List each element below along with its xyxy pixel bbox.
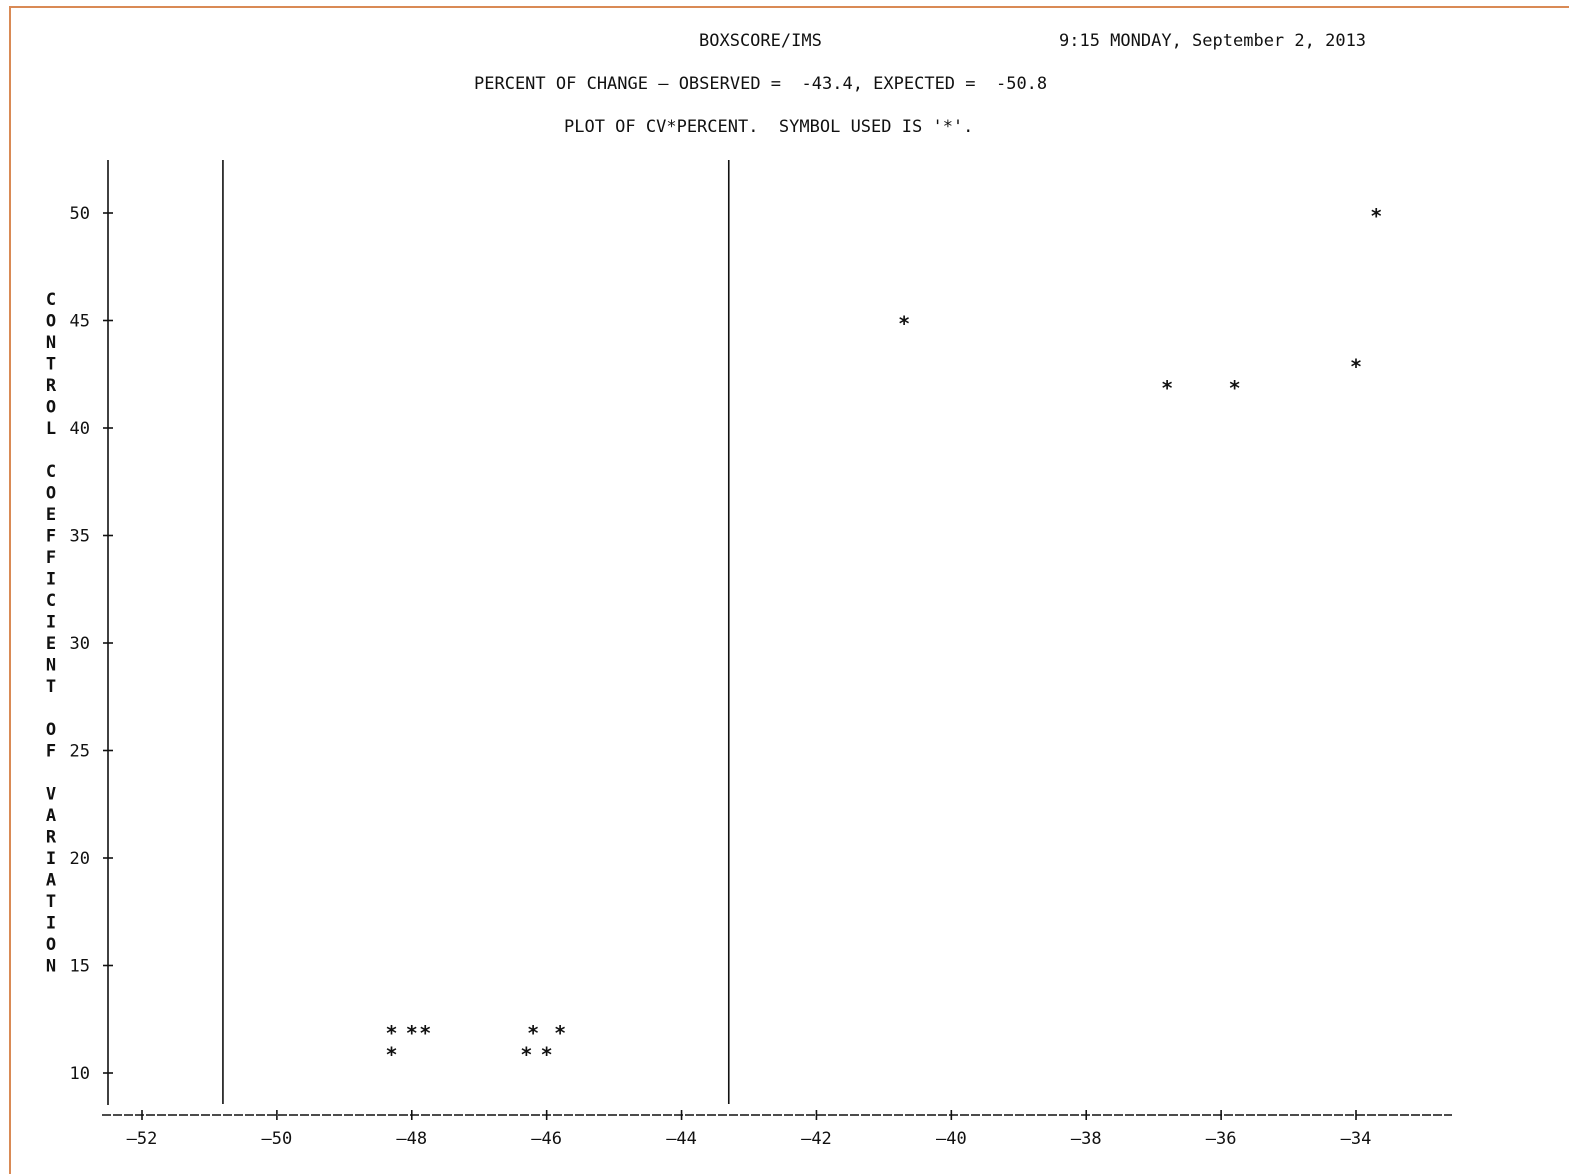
y-label-letter: O	[46, 484, 56, 504]
y-label-letter: L	[46, 419, 56, 439]
data-points: * * *** ** *** ***	[386, 204, 1383, 1067]
data-point: *	[419, 1021, 431, 1045]
x-tick-label: –42	[801, 1129, 832, 1149]
x-tick-label: –40	[936, 1129, 967, 1149]
y-label-letter: N	[46, 656, 56, 676]
y-label-letter: V	[46, 785, 56, 805]
y-label-letter: C	[46, 591, 56, 611]
y-label-letter: N	[46, 957, 56, 977]
y-label-letter: R	[46, 376, 57, 396]
y-tick-label: 20	[70, 849, 90, 869]
y-label-letter: C	[46, 462, 56, 482]
x-tick-label: –44	[666, 1129, 697, 1149]
x-tick-label: –46	[531, 1129, 562, 1149]
report-system-title: BOXSCORE/IMS	[699, 31, 822, 51]
y-label-letter: I	[46, 849, 56, 869]
plot-title: PLOT OF CV*PERCENT. SYMBOL USED IS '*'.	[564, 117, 974, 137]
y-label-letter: O	[46, 935, 56, 955]
y-label-letter: T	[46, 677, 56, 697]
y-label-letter: I	[46, 570, 56, 590]
reference-lines	[222, 160, 730, 1104]
y-label-letter: T	[46, 892, 56, 912]
y-label-letter: E	[46, 505, 56, 525]
x-tick-label: –52	[127, 1129, 158, 1149]
y-label-letter: F	[46, 742, 56, 762]
data-point: *	[1370, 204, 1382, 228]
y-label-letter: N	[46, 333, 56, 353]
data-point: *	[1229, 376, 1241, 400]
data-point: *	[520, 1043, 532, 1067]
data-point: *	[541, 1043, 553, 1067]
data-point: *	[386, 1021, 398, 1045]
report-timestamp: 9:15 MONDAY, September 2, 2013	[1059, 31, 1367, 51]
y-tick-label: 10	[70, 1064, 90, 1084]
x-tick-label: –48	[396, 1129, 427, 1149]
x-tick-label: –36	[1206, 1129, 1237, 1149]
data-point: *	[527, 1021, 539, 1045]
report-frame	[9, 6, 1569, 1174]
data-point: *	[554, 1021, 566, 1045]
y-label-letter: C	[46, 290, 56, 310]
y-tick-label: 25	[70, 742, 90, 762]
x-tick-label: –34	[1341, 1129, 1372, 1149]
report-subtitle: PERCENT OF CHANGE – OBSERVED = -43.4, EX…	[474, 74, 1048, 94]
y-label-letter: O	[46, 312, 56, 332]
y-label-letter: I	[46, 914, 56, 934]
y-tick-label: 30	[70, 634, 90, 654]
y-tick-label: 50	[70, 204, 90, 224]
y-label-letter: A	[46, 871, 56, 891]
data-point: *	[406, 1021, 418, 1045]
y-label-letter: F	[46, 548, 56, 568]
x-tick-label: –38	[1071, 1129, 1102, 1149]
y-label-letter: T	[46, 355, 56, 375]
data-point: *	[386, 1043, 398, 1067]
y-label-letter: O	[46, 398, 56, 418]
y-label-letter: R	[46, 828, 57, 848]
x-axis: –52 –50 –48 –46 –44 –42 –40 –38 –36 –34	[102, 1110, 1452, 1149]
y-tick-label: 45	[70, 312, 90, 332]
y-tick-label: 40	[70, 419, 90, 439]
x-tick-label: –50	[262, 1129, 293, 1149]
y-tick-label: 15	[70, 957, 90, 977]
data-point: *	[1161, 376, 1173, 400]
y-tick-label: 35	[70, 527, 90, 547]
y-axis: 10 15 20 25 30 35 40 45 50	[70, 160, 113, 1105]
y-label-letter: O	[46, 720, 56, 740]
data-point: *	[898, 312, 910, 336]
y-label-letter: E	[46, 634, 56, 654]
y-label-letter: A	[46, 806, 56, 826]
data-point: *	[1350, 355, 1362, 379]
y-label-letter: I	[46, 613, 56, 633]
y-label-letter: F	[46, 527, 56, 547]
